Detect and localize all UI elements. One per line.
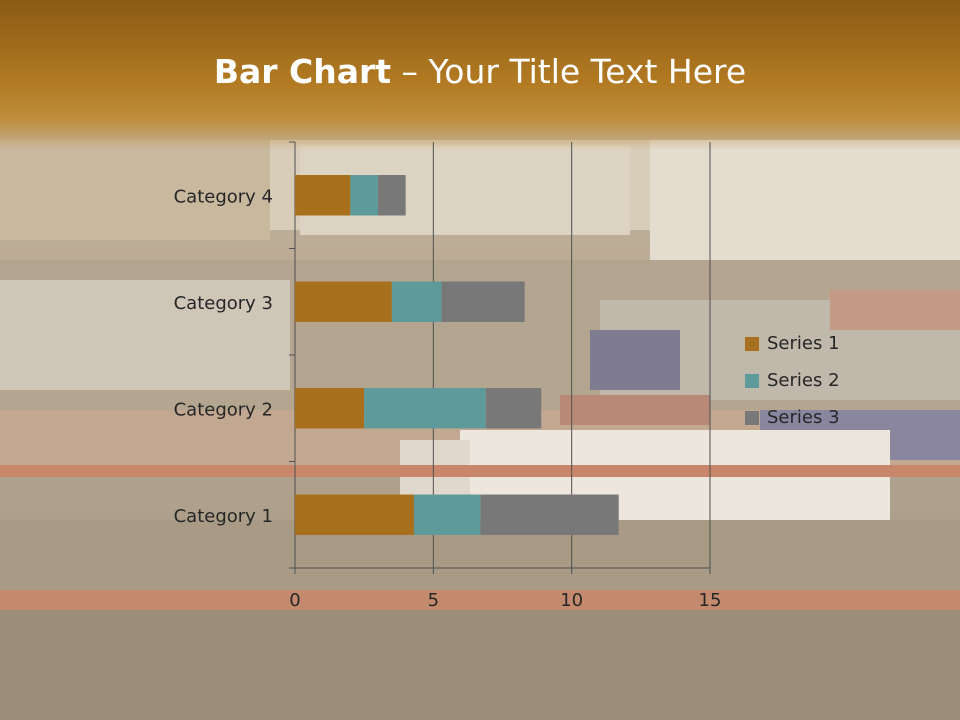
title-rest: – Your Title Text Here	[391, 52, 747, 91]
bar-category-3-series-1	[295, 281, 392, 322]
x-tick-label-0: 0	[289, 590, 300, 611]
x-tick-label-10: 10	[560, 590, 583, 611]
bar-category-3-series-3	[441, 281, 525, 322]
bar-category-1-series-3	[480, 494, 619, 535]
bar-category-2-series-3	[485, 388, 542, 429]
legend-item-series-2: Series 2	[745, 362, 865, 399]
bar-category-4-series-2	[350, 175, 378, 216]
slide-title: Bar Chart – Your Title Text Here	[0, 52, 960, 91]
bar-category-1-series-1	[295, 494, 414, 535]
legend-swatch-series-1	[745, 336, 759, 351]
legend-item-series-1: Series 1	[745, 325, 865, 362]
category-label-3: Category 3	[174, 293, 273, 314]
legend-swatch-series-2	[745, 373, 759, 388]
bar-category-4-series-3	[378, 175, 406, 216]
chart-legend: Series 1 Series 2 Series 3	[745, 325, 865, 436]
bar-category-1-series-2	[413, 494, 481, 535]
legend-item-series-3: Series 3	[745, 399, 865, 436]
title-band	[0, 0, 960, 150]
bar-category-3-series-2	[391, 281, 442, 322]
bar-category-2-series-1	[295, 388, 365, 429]
x-tick-label-15: 15	[699, 590, 722, 611]
category-label-1: Category 1	[174, 506, 273, 527]
category-label-4: Category 4	[174, 186, 273, 207]
title-bold: Bar Chart	[213, 52, 392, 91]
legend-label-series-3: Series 3	[767, 407, 840, 428]
bar-category-2-series-2	[364, 388, 486, 429]
category-label-2: Category 2	[174, 399, 273, 420]
legend-label-series-2: Series 2	[767, 370, 840, 391]
bar-category-4-series-1	[295, 175, 351, 216]
legend-label-series-1: Series 1	[767, 333, 840, 354]
legend-swatch-series-3	[745, 410, 759, 425]
x-tick-label-5: 5	[428, 590, 439, 611]
